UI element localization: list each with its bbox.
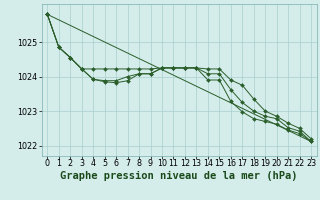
X-axis label: Graphe pression niveau de la mer (hPa): Graphe pression niveau de la mer (hPa) [60,171,298,181]
